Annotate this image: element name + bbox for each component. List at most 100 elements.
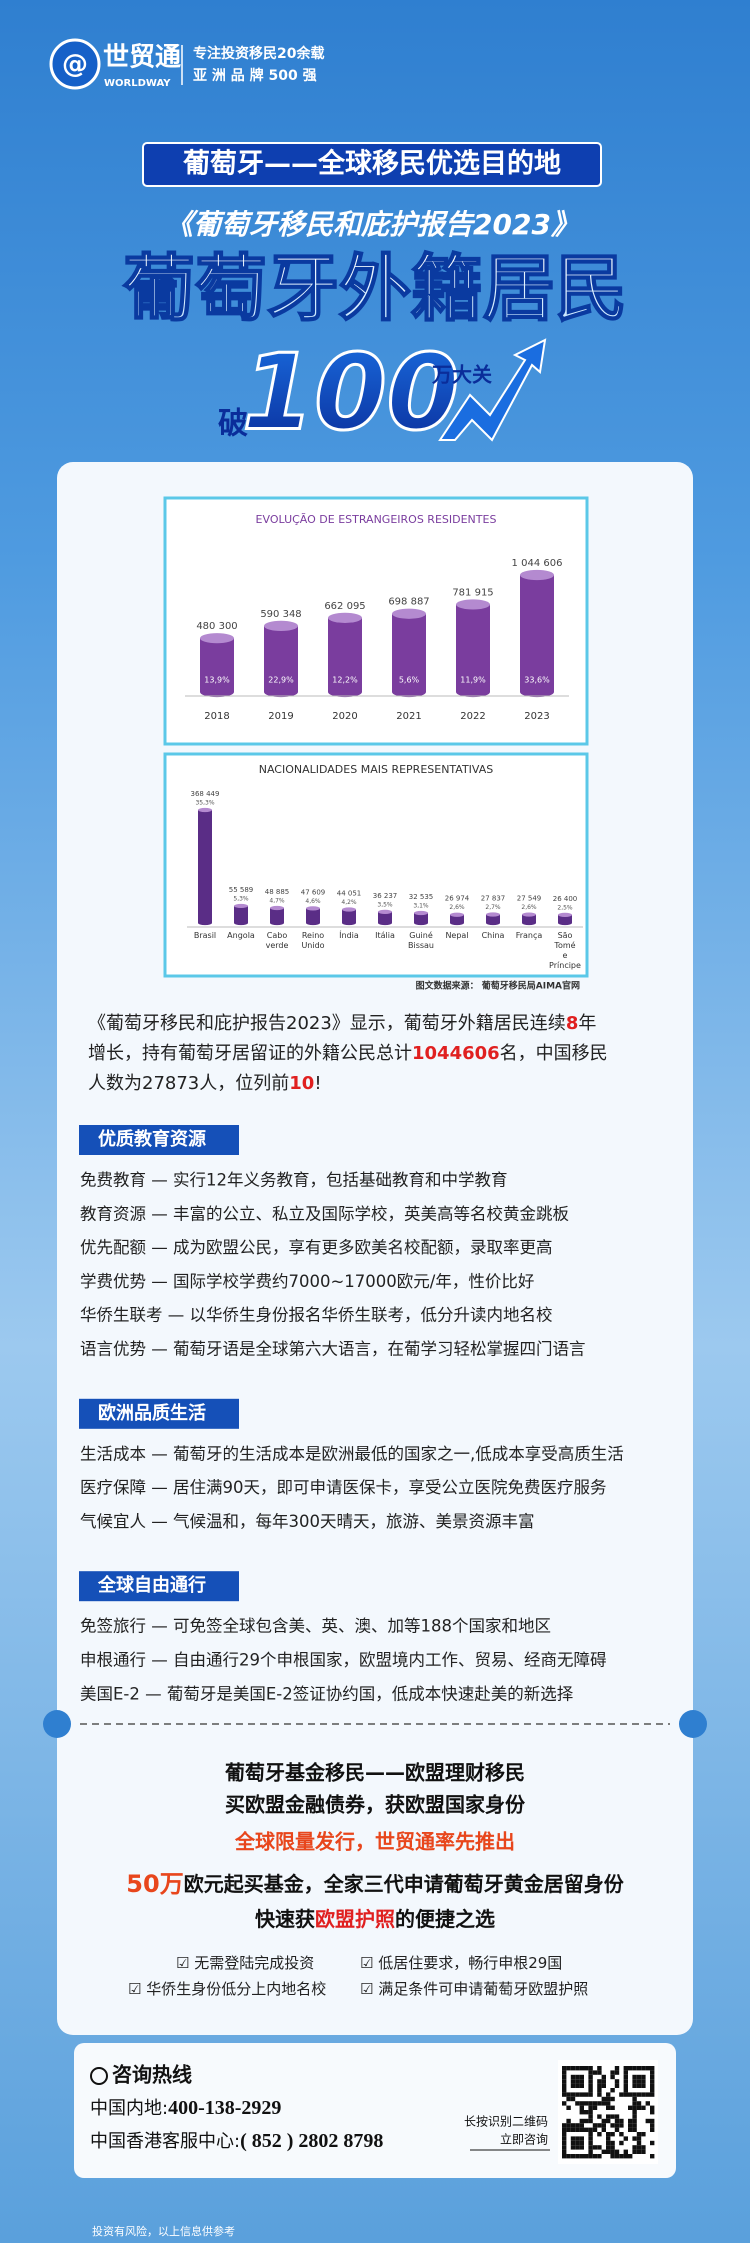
qr-module bbox=[579, 2110, 584, 2115]
qr-hint: 立即咨询 bbox=[500, 2132, 548, 2147]
section-item: 气候宜人 — 气候温和，每年300天晴天，旅游、美景资源丰富 bbox=[80, 1512, 534, 1531]
qr-module bbox=[588, 2149, 593, 2154]
qr-module bbox=[623, 2066, 628, 2071]
qr-hint: 长按识别二维码 bbox=[464, 2115, 548, 2129]
share-label: 35,3% bbox=[195, 800, 214, 807]
qr-module bbox=[562, 2083, 567, 2088]
bar-cap bbox=[270, 905, 284, 911]
qr-module bbox=[588, 2079, 593, 2084]
category-label: França bbox=[516, 931, 543, 940]
value-label: 48 885 bbox=[265, 888, 290, 896]
bar bbox=[520, 575, 554, 692]
qr-module bbox=[636, 2136, 642, 2141]
value-label: 32 535 bbox=[409, 893, 434, 901]
check-item: ☑ 无需登陆完成投资 bbox=[176, 1954, 314, 1972]
brand: 世贸通 bbox=[103, 43, 181, 73]
contact-phone: ( 852 ) 2802 8798 bbox=[240, 2130, 383, 2152]
section-tag bbox=[79, 1571, 239, 1602]
qr-module bbox=[588, 2140, 593, 2146]
qr-module bbox=[650, 2154, 655, 2159]
summary-line: 《葡萄牙移民和庇护报告2023》显示，葡萄牙外籍居民连续8年 bbox=[88, 1013, 596, 1034]
qr-module bbox=[650, 2140, 655, 2146]
qr-module bbox=[570, 2127, 576, 2132]
check-icon: ☑ bbox=[176, 1954, 194, 1972]
qr-module bbox=[584, 2110, 589, 2115]
qr-module bbox=[570, 2096, 576, 2102]
qr-module bbox=[588, 2083, 593, 2088]
qr-module bbox=[601, 2149, 606, 2154]
qr-module bbox=[610, 2154, 615, 2159]
qr-module bbox=[606, 2132, 611, 2137]
share-label: 13,9% bbox=[204, 676, 230, 685]
bar-cap bbox=[450, 912, 464, 917]
qr-module bbox=[584, 2154, 589, 2159]
check-item: ☑ 低居住要求，畅行申根29国 bbox=[360, 1954, 562, 1972]
qr-module bbox=[614, 2149, 620, 2154]
qr-module bbox=[641, 2083, 646, 2088]
phone-icon bbox=[90, 2067, 108, 2085]
qr-module bbox=[632, 2127, 637, 2132]
qr-module bbox=[570, 2140, 576, 2146]
qr-module bbox=[623, 2092, 628, 2097]
value-label: 26 974 bbox=[445, 895, 470, 903]
qr-module bbox=[645, 2118, 650, 2124]
qr-module bbox=[588, 2074, 593, 2080]
qr-module bbox=[566, 2105, 571, 2110]
qr-module bbox=[619, 2132, 624, 2137]
promo-line: 快速获欧盟护照的便捷之选 bbox=[255, 1907, 495, 1931]
qr-module bbox=[601, 2096, 606, 2102]
qr-module bbox=[588, 2132, 593, 2137]
promo-highlight: 50万 bbox=[126, 1870, 183, 1898]
qr-module bbox=[570, 2145, 576, 2150]
bar-cap bbox=[328, 612, 362, 623]
chart-title: NACIONALIDADES MAIS REPRESENTATIVAS bbox=[259, 763, 494, 776]
qr-module bbox=[597, 2101, 602, 2106]
promo-highlight: 欧盟护照 bbox=[315, 1907, 395, 1931]
qr-module bbox=[636, 2140, 642, 2146]
qr-module bbox=[579, 2079, 584, 2084]
qr-module bbox=[566, 2127, 571, 2132]
summary-text: ! bbox=[314, 1073, 321, 1094]
contact-label: 中国香港客服中心: bbox=[90, 2131, 240, 2152]
value-label: 27 837 bbox=[481, 894, 506, 902]
summary-line: 增长，持有葡萄牙居留证的外籍公民总计1044606名，中国移民 bbox=[88, 1043, 608, 1064]
contact-line: 中国香港客服中心:( 852 ) 2802 8798 bbox=[90, 2130, 383, 2152]
qr-module bbox=[579, 2127, 584, 2132]
qr-module bbox=[562, 2070, 567, 2075]
qr-module bbox=[636, 2083, 642, 2088]
qr-module bbox=[641, 2149, 646, 2154]
checks: ☑ 无需登陆完成投资 ☑ 低居住要求，畅行申根29国 ☑ 华侨生身份低分上内地名… bbox=[128, 1954, 588, 1998]
qr-module bbox=[575, 2101, 580, 2106]
qr-module bbox=[650, 2127, 655, 2132]
qr-module bbox=[579, 2140, 584, 2146]
qr-module bbox=[588, 2101, 593, 2106]
section-item: 学费优势 — 国际学校学费约7000~17000欧元/年，性价比好 bbox=[80, 1272, 534, 1291]
category-label: 2023 bbox=[524, 711, 549, 722]
qr-module bbox=[562, 2066, 567, 2071]
qr-module bbox=[606, 2136, 611, 2141]
qr-module bbox=[606, 2092, 611, 2097]
qr-module bbox=[641, 2132, 646, 2137]
qr-module bbox=[570, 2083, 576, 2088]
qr-module bbox=[650, 2123, 655, 2128]
qr-module bbox=[584, 2118, 589, 2124]
bar-cap bbox=[486, 912, 500, 917]
tagline: 亚 洲 品 牌 500 强 bbox=[193, 67, 317, 84]
qr-module bbox=[619, 2092, 624, 2097]
qr-module bbox=[575, 2092, 580, 2097]
contact-line: 中国内地:400-138-2929 bbox=[90, 2097, 281, 2119]
qr-module bbox=[614, 2070, 620, 2075]
qr-module bbox=[650, 2092, 655, 2097]
share-label: 2,6% bbox=[521, 904, 537, 911]
bar bbox=[456, 604, 490, 692]
qr-module bbox=[610, 2132, 615, 2137]
qr-module bbox=[562, 2123, 567, 2128]
qr-module bbox=[610, 2096, 615, 2102]
promo-text: 快速获 bbox=[255, 1907, 315, 1931]
qr-module bbox=[588, 2145, 593, 2150]
qr-module bbox=[597, 2145, 602, 2150]
qr-module bbox=[636, 2101, 642, 2106]
qr-module bbox=[606, 2140, 611, 2146]
chart-title: EVOLUÇÃO DE ESTRANGEIROS RESIDENTES bbox=[256, 513, 497, 526]
qr-module bbox=[623, 2074, 628, 2080]
